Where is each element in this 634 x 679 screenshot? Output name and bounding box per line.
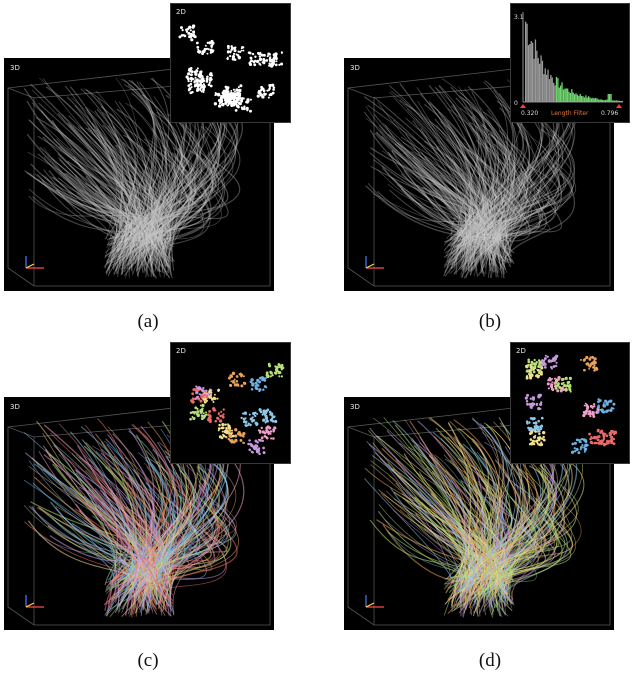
fiber-render-d <box>347 400 611 626</box>
inset-label-2d-d: 2D <box>516 347 526 355</box>
scatter-2d-c <box>189 362 285 456</box>
view-label-3d-c: 3D <box>10 403 20 411</box>
hist-ymin-label: 0 <box>514 100 518 107</box>
caption-d: (d) <box>478 650 502 671</box>
fiber-render-b <box>347 61 611 287</box>
histogram-bars <box>525 21 623 103</box>
view-3d-c[interactable]: 3D <box>4 397 274 630</box>
inset-2d-c[interactable]: 2D <box>170 342 291 464</box>
filter-range-markers <box>520 104 622 108</box>
scatter-2d-a <box>178 24 284 113</box>
hist-ymax-label: 3.1 <box>514 14 524 21</box>
fiber-bundle <box>364 77 580 279</box>
fiber-bundle <box>364 416 585 618</box>
inset-2d-a[interactable]: 2D <box>170 3 291 123</box>
scatter-points <box>189 362 285 456</box>
axis-gizmo <box>25 595 44 608</box>
caption-c: (c) <box>137 650 159 671</box>
inset-label-2d-c: 2D <box>176 347 186 355</box>
caption-a: (a) <box>137 311 159 332</box>
inset-label-2d-a: 2D <box>176 8 186 16</box>
hist-xmax-label: 0.796 <box>601 110 619 117</box>
axis-gizmo <box>365 256 384 269</box>
fiber-render-c <box>7 400 271 626</box>
histogram-inset-b[interactable]: 3.1 0 0.320 0.796 Length Filter <box>510 3 630 123</box>
hist-xmin-label: 0.320 <box>521 110 539 117</box>
view-label-3d-b: 3D <box>350 64 360 72</box>
view-label-3d-a: 3D <box>10 64 20 72</box>
scatter-points <box>178 24 284 113</box>
fiber-bundle <box>23 77 243 279</box>
fiber-render-a <box>7 61 271 287</box>
length-filter-label: Length Filter <box>551 110 589 117</box>
fiber-bundle <box>23 417 245 618</box>
length-histogram <box>520 12 623 108</box>
caption-b: (b) <box>478 311 502 332</box>
scatter-2d-d <box>524 354 618 455</box>
inset-2d-d[interactable]: 2D <box>510 342 630 464</box>
axis-gizmo <box>25 256 44 269</box>
view-label-3d-d: 3D <box>350 403 360 411</box>
scatter-points <box>524 354 618 455</box>
axis-gizmo <box>365 595 384 608</box>
